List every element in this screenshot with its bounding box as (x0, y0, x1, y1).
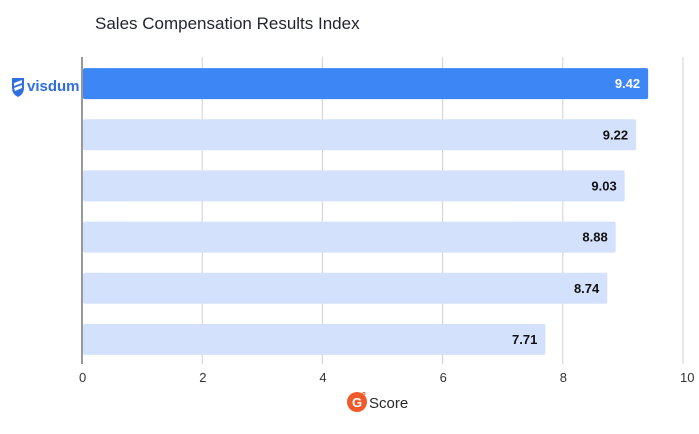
bar-value-label: 9.22 (603, 127, 628, 142)
x-tick-label: 6 (440, 370, 447, 385)
bar-value-label: 9.03 (591, 178, 616, 193)
bar-value-label: 9.42 (615, 76, 640, 91)
x-tick-label: 2 (199, 370, 206, 385)
bar-value-label: 8.88 (582, 230, 607, 245)
x-axis-label: G 2 Score (347, 392, 408, 412)
bar (83, 221, 616, 253)
g2-badge-text: 2 (362, 392, 366, 399)
g2-badge-letter: G (352, 395, 362, 410)
visdum-logo: visdum (12, 78, 80, 97)
bar (83, 170, 625, 202)
bar-value-label: 7.71 (512, 332, 537, 347)
bar (83, 323, 546, 355)
visdum-label: visdum (27, 78, 80, 95)
bar (83, 68, 649, 100)
bar (83, 272, 608, 304)
x-axis-title: Score (369, 395, 408, 412)
gridlines (201, 57, 684, 364)
bar-value-label: 8.74 (574, 281, 600, 296)
x-tick-label: 10 (680, 370, 694, 385)
chart-title: Sales Compensation Results Index (95, 14, 360, 33)
x-axis: 0 2 4 6 8 10 (79, 57, 694, 385)
bar (83, 119, 637, 151)
bars: 9.42 9.22 9.03 8.88 8.74 7.71 (83, 68, 649, 355)
visdum-shield-stripe (14, 80, 22, 91)
x-tick-label: 8 (560, 370, 567, 385)
x-tick-label: 0 (79, 370, 86, 385)
g2-badge-icon (347, 392, 367, 412)
x-tick-label: 4 (319, 370, 326, 385)
